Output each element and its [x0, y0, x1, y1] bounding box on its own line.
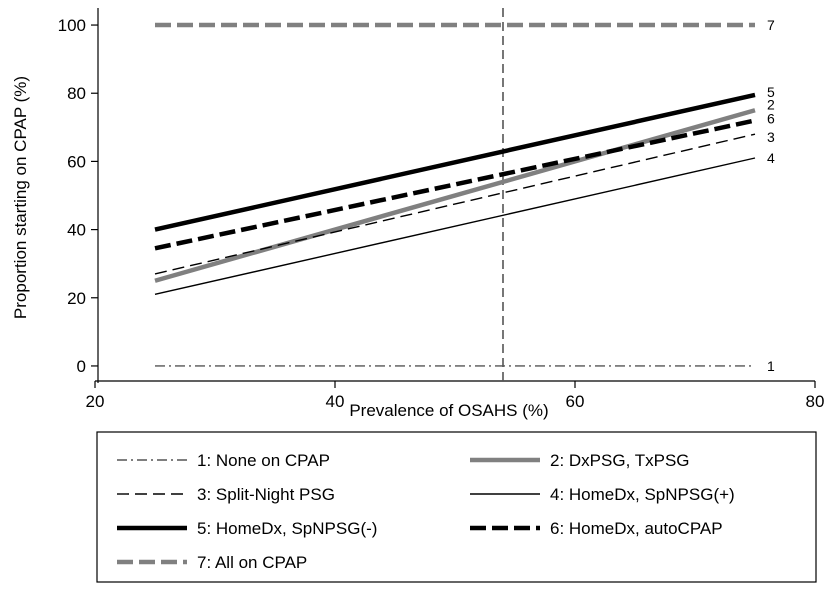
x-tick-label: 60: [566, 392, 585, 411]
x-tick-label: 20: [86, 392, 105, 411]
series-line-2: [154, 108, 756, 283]
legend-entry-4: 4: HomeDx, SpNPSG(+): [550, 485, 735, 504]
legend-entry-1: 1: None on CPAP: [197, 451, 330, 470]
x-axis-title: Prevalence of OSAHS (%): [349, 401, 548, 420]
legend-entry-2: 2: DxPSG, TxPSG: [550, 451, 690, 470]
legend-entry-5: 5: HomeDx, SpNPSG(-): [197, 519, 377, 538]
series-end-label-2: 2: [767, 96, 775, 112]
series-line-6: [154, 118, 756, 251]
legend: 1: None on CPAP 2: DxPSG, TxPSG 3: Split-N…: [96, 431, 817, 583]
series-end-label-7: 7: [767, 17, 775, 33]
series-end-label-1: 1: [767, 358, 775, 374]
legend-box: [96, 431, 817, 583]
series-line-4: [154, 157, 756, 296]
y-tick-label: 0: [77, 357, 86, 376]
series-end-label-5: 5: [767, 84, 775, 100]
legend-entry-7: 7: All on CPAP: [197, 553, 307, 572]
legend-entry-6: 6: HomeDx, autoCPAP: [550, 519, 723, 538]
series-end-label-6: 6: [767, 111, 775, 127]
y-tick-label: 100: [58, 16, 86, 35]
series-line-3: [154, 133, 756, 275]
series-end-label-3: 3: [767, 129, 775, 145]
y-tick-label: 60: [67, 152, 86, 171]
series-line-5: [154, 92, 756, 232]
x-tick-label: 40: [326, 392, 345, 411]
legend-entry-3: 3: Split-Night PSG: [197, 485, 335, 504]
x-tick-label: 80: [806, 392, 825, 411]
y-tick-label: 40: [67, 221, 86, 240]
y-tick-label: 20: [67, 289, 86, 308]
series-end-label-4: 4: [767, 150, 775, 166]
plot-area: 1 2 3 4 5 6 7: [154, 8, 775, 383]
y-tick-label: 80: [67, 84, 86, 103]
y-axis-title: Proportion starting on CPAP (%): [11, 76, 30, 319]
